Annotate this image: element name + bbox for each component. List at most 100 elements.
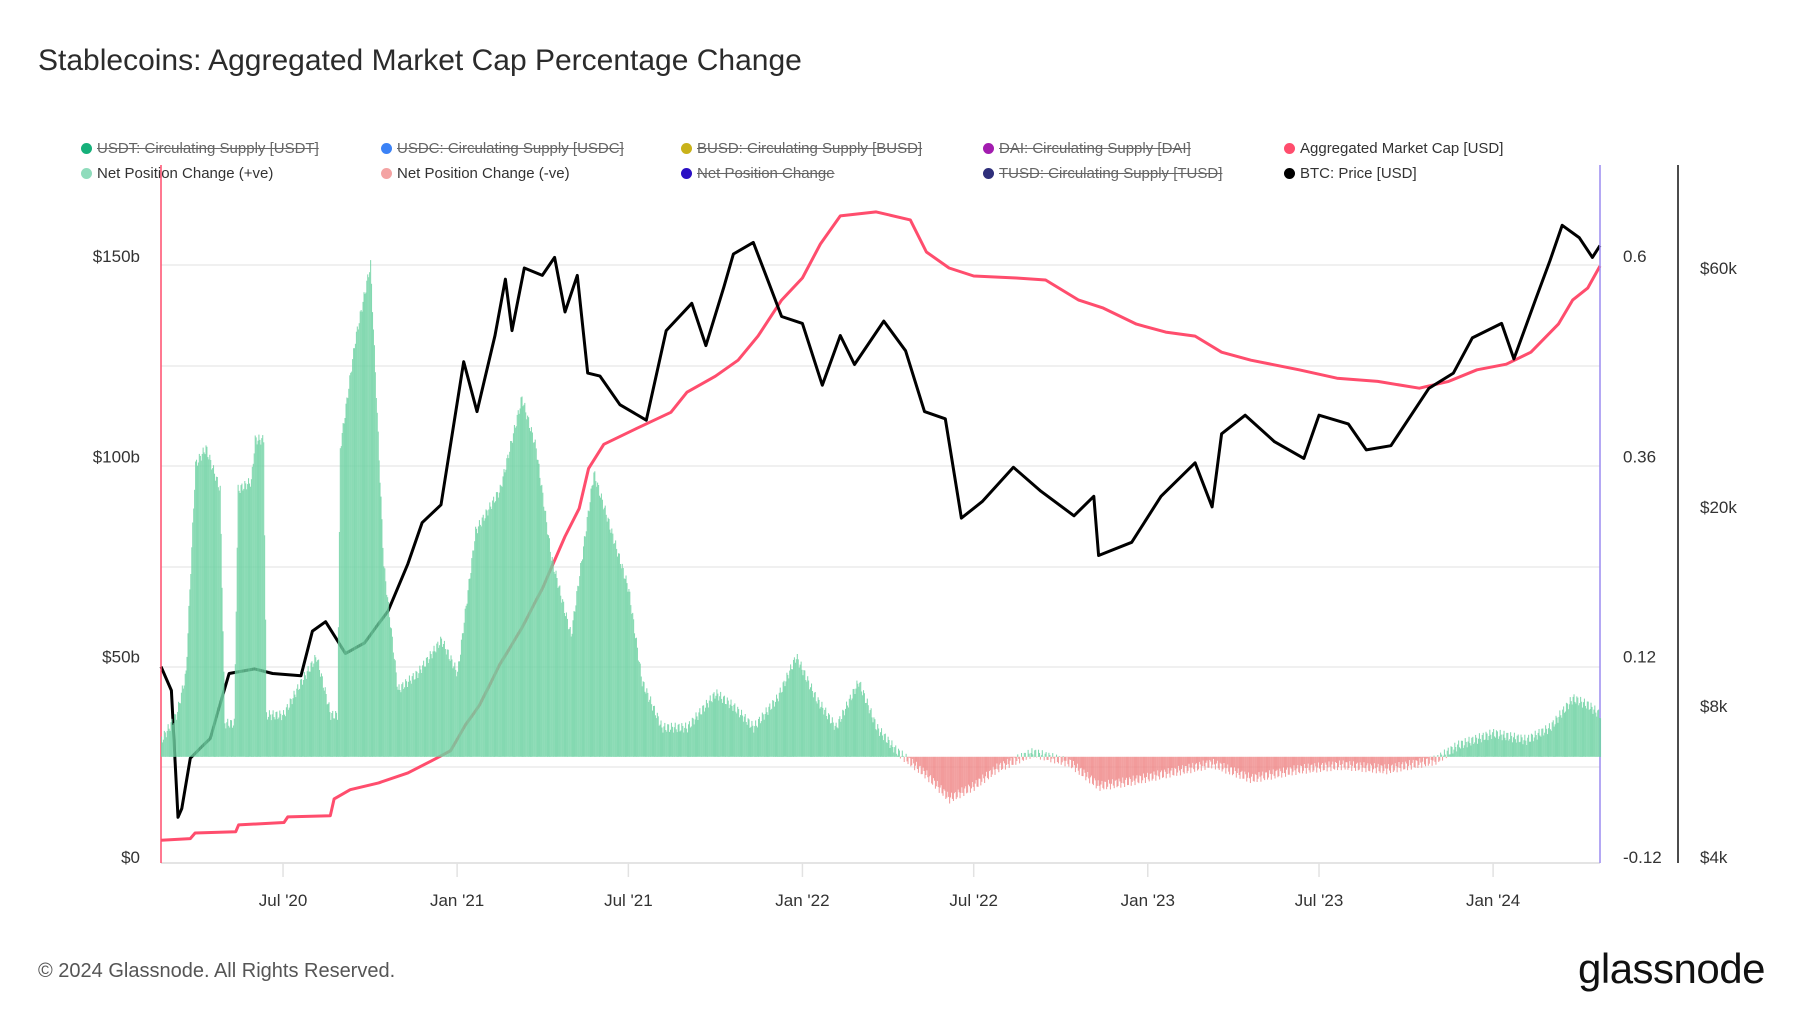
net-position-bar (935, 756, 937, 787)
net-position-bar (1457, 744, 1459, 757)
net-position-bar (1141, 756, 1143, 784)
net-position-bar (892, 747, 894, 757)
net-position-bar (1256, 756, 1258, 782)
net-position-bar (230, 720, 232, 757)
net-position-bar (881, 728, 883, 757)
net-position-bar (1235, 756, 1237, 778)
legend-item[interactable]: TUSD: Circulating Supply [TUSD] (983, 165, 1222, 182)
legend-item[interactable]: USDC: Circulating Supply [USDC] (381, 140, 624, 157)
legend-item[interactable]: Aggregated Market Cap [USD] (1284, 140, 1503, 157)
net-position-bar (421, 673, 423, 757)
net-position-bar (763, 719, 765, 757)
legend-item[interactable]: USDT: Circulating Supply [USDT] (81, 140, 319, 157)
net-position-bar (1125, 756, 1127, 780)
net-position-bar (1536, 739, 1538, 757)
legend-item[interactable]: BUSD: Circulating Supply [BUSD] (681, 140, 922, 157)
net-position-bar (1303, 756, 1305, 764)
net-position-bar (170, 722, 172, 757)
net-position-bar (1460, 740, 1462, 757)
net-position-bar (1354, 756, 1356, 768)
net-position-bar (461, 633, 463, 757)
net-position-bar (771, 708, 773, 757)
net-position-bar (258, 434, 260, 757)
net-position-bar (1545, 725, 1547, 757)
legend-item[interactable]: BTC: Price [USD] (1284, 165, 1417, 182)
net-position-bar (533, 442, 535, 757)
net-position-bar (235, 611, 237, 757)
net-position-bar (728, 708, 730, 757)
net-position-bar (232, 725, 234, 757)
net-position-bar (1390, 756, 1392, 766)
net-position-bar (549, 551, 551, 757)
net-position-bar (1197, 756, 1199, 770)
net-position-bar (1558, 716, 1560, 757)
legend-item[interactable]: DAI: Circulating Supply [DAI] (983, 140, 1191, 157)
net-position-bar (388, 601, 390, 757)
legend-item[interactable]: Net Position Change (+ve) (81, 165, 273, 182)
net-position-bar (1445, 756, 1447, 759)
net-position-bar (813, 692, 815, 757)
net-position-bar (1036, 756, 1038, 758)
net-position-bar (176, 719, 178, 757)
net-position-bar (905, 753, 907, 757)
legend-item[interactable]: Net Position Change (-ve) (381, 165, 570, 182)
net-position-bar (1190, 756, 1192, 774)
net-position-bar (738, 709, 740, 757)
net-position-bar (803, 670, 805, 757)
net-position-bar (694, 719, 696, 757)
net-position-bar (354, 348, 356, 757)
net-position-bar (422, 665, 424, 757)
net-position-bar (574, 611, 576, 757)
net-position-bar (1084, 756, 1086, 773)
net-position-bar (1239, 756, 1241, 779)
net-position-bar (519, 408, 521, 757)
net-position-bar (414, 679, 416, 757)
net-position-bar (969, 756, 971, 787)
net-position-bar (1194, 756, 1196, 772)
net-position-bar (1442, 755, 1444, 757)
net-position-bar (399, 690, 401, 757)
net-position-bar (210, 460, 212, 757)
net-position-bar (430, 654, 432, 757)
net-position-bar (337, 627, 339, 757)
net-position-bar (618, 553, 620, 757)
net-position-bar (816, 703, 818, 757)
net-position-bar (1472, 736, 1474, 757)
net-position-bar (1155, 756, 1157, 781)
net-position-bar (441, 638, 443, 757)
net-position-bar (1483, 740, 1485, 757)
net-position-bar (1106, 756, 1108, 790)
net-position-bar (1262, 756, 1264, 772)
net-position-bar (436, 643, 438, 757)
net-position-bar (400, 692, 402, 757)
net-position-bar (1344, 756, 1346, 770)
net-position-bar (584, 536, 586, 757)
net-position-bar (1547, 734, 1549, 757)
net-position-bar (177, 711, 179, 757)
net-position-bar (1512, 742, 1514, 757)
net-position-bar (1527, 737, 1529, 757)
net-position-bar (641, 686, 643, 757)
net-position-bar (1309, 756, 1311, 773)
legend-item[interactable]: Net Position Change (681, 165, 835, 182)
net-position-bar (618, 553, 620, 757)
net-position-bar (1516, 735, 1518, 757)
net-position-bar (1209, 756, 1211, 760)
net-position-bar (647, 692, 649, 757)
net-position-bar (625, 575, 627, 757)
net-position-bar (1178, 756, 1180, 766)
net-position-bar (183, 685, 185, 757)
net-position-bar (1311, 756, 1313, 765)
net-position-bar (1519, 741, 1521, 757)
net-position-bar (1465, 741, 1467, 757)
net-position-bar (333, 718, 335, 757)
net-position-bar (1361, 756, 1363, 772)
net-position-bar (404, 687, 406, 757)
net-position-bar (1199, 756, 1201, 765)
net-position-bar (1413, 756, 1415, 767)
net-position-bar (520, 397, 522, 757)
net-position-bar (221, 587, 223, 757)
net-position-bar (1395, 756, 1397, 767)
net-position-bar (734, 703, 736, 757)
net-position-bar (685, 722, 687, 757)
